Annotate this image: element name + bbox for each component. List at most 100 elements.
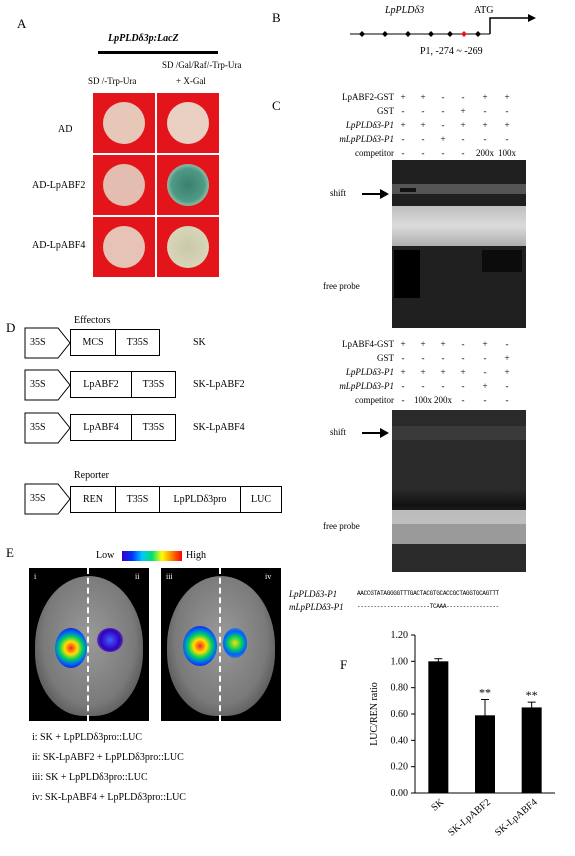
gel1-condition-cell: + [400, 120, 406, 130]
gel2-condition-cell: - [483, 367, 487, 377]
gel2-condition-cell: - [461, 353, 465, 363]
promoter-label: 35S [30, 379, 46, 390]
gel2-condition-cell: + [420, 339, 426, 349]
col1-header: SD /-Trp-Ura [88, 76, 137, 86]
gel1-row2-label: LpPLDδ3-P1 [345, 120, 394, 130]
y-tick-label: 0.40 [391, 735, 409, 746]
gel2-shift-arrow-icon [362, 428, 389, 438]
gel2-condition-cell: + [420, 367, 426, 377]
panel-e-letter: E [6, 545, 14, 560]
effectors-label: Effectors [74, 315, 111, 326]
gel2-condition-cell: + [504, 367, 510, 377]
gel1-condition-cell: - [401, 106, 405, 116]
gel1-shift-label: shift [330, 188, 347, 198]
construct-name-sk-lpabf4: SK-LpABF4 [193, 422, 245, 433]
gel1-condition-cell: + [482, 120, 488, 130]
gel1-condition-cell: - [441, 106, 445, 116]
gel1-condition-cell: + [420, 120, 426, 130]
x-tick-label: SK-LpABF2 [446, 797, 493, 839]
atg-label: ATG [474, 5, 494, 16]
gel1-condition-cell: - [401, 148, 405, 158]
promoter-35s-arrow-icon [24, 369, 71, 401]
y-tick-label: 0.80 [391, 683, 409, 694]
gel1-condition-cell: + [482, 92, 488, 102]
y-tick-label: 0.00 [391, 788, 409, 799]
lpabf2-box: LpABF2 [70, 371, 132, 398]
lppld-promoter-box: LpPLDδ3pro [159, 486, 241, 513]
row-label-lpabf2: AD-LpABF2 [32, 180, 86, 191]
plate-lpabf2-control [93, 155, 155, 215]
leaf-image-i-ii: i ii [29, 568, 149, 721]
gel2-condition-cell: - [505, 339, 509, 349]
gel2-condition-cell: + [400, 367, 406, 377]
gel2-condition-cell: - [421, 353, 425, 363]
panel-b-letter: B [272, 10, 281, 25]
bar-sk-lpabf4 [521, 707, 542, 793]
gel1-condition-cell: + [420, 92, 426, 102]
gel2-condition-cell: - [441, 381, 445, 391]
panel-d-letter: D [6, 320, 16, 335]
gel1-condition-cell: - [441, 120, 445, 130]
mcs-box: MCS [70, 329, 116, 356]
y-tick-label: 0.20 [391, 762, 409, 773]
gel2-condition-cell: - [441, 353, 445, 363]
gel2-condition-cell: + [440, 339, 446, 349]
gel1-free-probe-label: free probe [323, 281, 360, 291]
gel2-row4-label: competitor [355, 395, 394, 405]
gel1-condition-cell: - [505, 106, 509, 116]
gel1-shift-arrow-icon [362, 189, 389, 199]
gel2-condition-cell: - [483, 395, 487, 405]
legend-i: i: SK + LpPLDδ3pro::LUC [32, 732, 143, 743]
gel1-condition-cell: + [400, 92, 406, 102]
t35s-box: T35S [131, 371, 176, 398]
gel1-condition-cell: - [483, 134, 487, 144]
gel1-condition-cell: 200x [476, 148, 494, 158]
construct-underline [98, 51, 218, 54]
col2-header-line2: + X-Gal [176, 76, 206, 86]
leaf-label-ii: ii [135, 572, 140, 581]
gel2-condition-cell: - [421, 381, 425, 391]
gel2-condition-cell: + [440, 367, 446, 377]
gel1-condition-cell: + [440, 134, 446, 144]
legend-iv: iv: SK-LpABF4 + LpPLDδ3pro::LUC [32, 792, 186, 803]
gel2-condition-cell: + [460, 367, 466, 377]
scale-low-label: Low [96, 550, 115, 561]
leaf-label-iv: iv [265, 572, 272, 581]
gel1-condition-cell: - [441, 92, 445, 102]
y-tick-label: 0.60 [391, 709, 409, 720]
gel1-condition-cell: - [421, 106, 425, 116]
gel1-condition-cell: + [460, 120, 466, 130]
emsa-gel-1 [392, 160, 526, 328]
t35s-box: T35S [115, 329, 160, 356]
x-tick-label: SK-LpABF4 [493, 797, 540, 839]
gel2-row0-label: LpABF4-GST [341, 339, 394, 349]
y-tick-label: 1.00 [391, 656, 409, 667]
promoter-35s-arrow-icon [24, 327, 71, 359]
gel2-condition-cell: 100x [414, 395, 432, 405]
panel-c-letter: C [272, 98, 281, 113]
promoter-schematic [350, 14, 536, 37]
t35s-box: T35S [115, 486, 160, 513]
intensity-scale-bar [122, 551, 182, 561]
gel1-condition-cell: - [461, 148, 465, 158]
bar-sk-lpabf2 [475, 715, 495, 793]
wt-sequence: AACCGTATAGGGGTTTGACTACGTGCACCGCTAGGTGCAG… [357, 590, 499, 597]
plate-ad-xgal [157, 93, 219, 153]
gel2-condition-cell: - [401, 353, 405, 363]
y-tick-label: 1.20 [391, 630, 409, 641]
y-axis-label: LUC/REN ratio [369, 682, 380, 746]
x-tick-label: SK [429, 796, 446, 813]
legend-ii: ii: SK-LpABF2 + LpPLDδ3pro::LUC [32, 752, 184, 763]
gel2-condition-cell: - [505, 395, 509, 405]
p1-site-label: P1, -274 ~ -269 [420, 46, 483, 57]
leaf-image-iii-iv: iii iv [161, 568, 281, 721]
construct-name-sk: SK [193, 337, 206, 348]
plate-lpabf4-control [93, 217, 155, 277]
row-label-lpabf4: AD-LpABF4 [32, 240, 86, 251]
gel1-row0-label: LpABF2-GST [341, 92, 394, 102]
row-label-ad: AD [58, 124, 73, 135]
gel1-condition-cell: - [461, 92, 465, 102]
lpabf4-box: LpABF4 [70, 414, 132, 441]
gel2-condition-cell: + [482, 339, 488, 349]
gel2-condition-cell: - [401, 395, 405, 405]
